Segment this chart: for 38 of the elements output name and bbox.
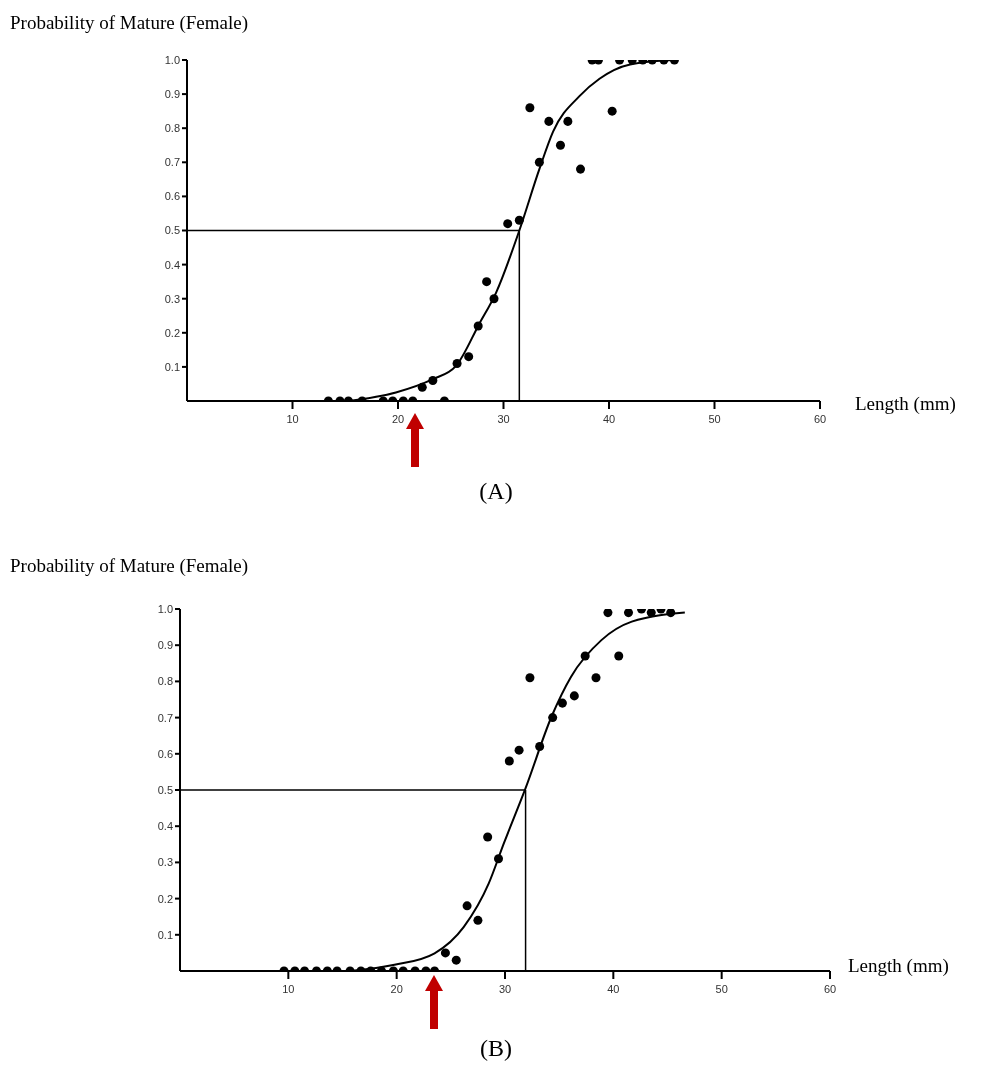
x-tick-label: 10 — [286, 412, 299, 425]
text: (A) — [478, 478, 514, 505]
y-tick-label: 0.4 — [164, 258, 180, 271]
x-tick-label: 20 — [391, 412, 405, 425]
y-axis-title: Probability of Mature (Female) — [10, 12, 248, 34]
text: (B) — [479, 1035, 513, 1062]
x-axis-title: Length (mm) — [855, 393, 956, 415]
y-tick-label: 0.4 — [157, 820, 173, 833]
x-tick-label: 20 — [390, 982, 403, 995]
y-tick-label: 0.7 — [157, 711, 173, 724]
y-tick-label: 0.9 — [157, 639, 173, 652]
x-tick-label: 50 — [708, 412, 721, 425]
y-tick-label: 0.9 — [164, 88, 180, 100]
y-tick-label: 0.2 — [164, 326, 180, 339]
x-tick-label: 60 — [813, 412, 827, 425]
y-tick-label: 1.0 — [164, 53, 180, 66]
y-tick-label: 0.6 — [157, 747, 173, 760]
y-tick-label: 0.5 — [164, 224, 180, 237]
y-tick-label: 0.1 — [157, 928, 173, 941]
x-tick-label: 40 — [602, 412, 616, 425]
y-tick-label: 0.3 — [164, 292, 180, 305]
y-tick-label: 0.1 — [164, 360, 180, 373]
y-axis-title: Probability of Mature (Female) — [10, 555, 248, 577]
x-tick-label: 10 — [282, 982, 295, 995]
x-tick-label: 40 — [607, 982, 620, 995]
x-tick-label: 50 — [715, 982, 728, 995]
x-tick-label: 60 — [823, 982, 837, 995]
y-tick-label: 0.8 — [157, 675, 173, 688]
x-tick-label: 30 — [497, 412, 510, 425]
y-tick-label: 0.3 — [157, 856, 173, 869]
x-tick-label: 30 — [498, 982, 512, 995]
y-tick-label: 0.6 — [164, 190, 180, 203]
y-tick-label: 0.7 — [164, 156, 180, 169]
y-tick-label: 0.2 — [157, 892, 173, 905]
x-axis-title: Length (mm) — [848, 955, 949, 977]
y-tick-label: 0.8 — [164, 122, 180, 135]
y-tick-label: 0.5 — [157, 783, 173, 796]
y-tick-label: 1.0 — [157, 602, 173, 615]
